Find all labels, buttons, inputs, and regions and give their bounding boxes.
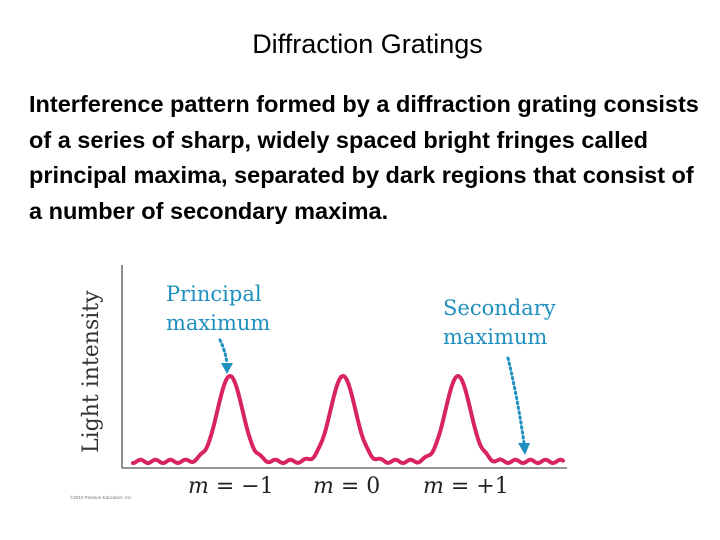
order-label-minus-one-eq: =	[209, 474, 241, 499]
order-label-plus-one-m: m	[423, 474, 444, 499]
secondary-label-line1: Secondary	[443, 296, 556, 320]
secondary-arrow-line	[506, 356, 526, 445]
principal-arrow-head	[221, 363, 233, 374]
order-label-zero-m: m	[313, 474, 334, 499]
diffraction-figure: Light intensity Principal maximum Second…	[60, 255, 580, 510]
y-axis-label: Light intensity	[79, 290, 104, 453]
slide-body-text: Interference pattern formed by a diffrac…	[29, 91, 699, 224]
order-label-zero: m = 0	[313, 474, 380, 499]
order-label-plus-one: m = +1	[423, 474, 509, 499]
intensity-diagram: Light intensity Principal maximum Second…	[70, 265, 567, 500]
order-label-minus-one-val: −1	[241, 474, 273, 499]
order-label-zero-val: 0	[366, 474, 380, 499]
principal-label: Principal maximum	[166, 282, 270, 335]
order-label-zero-eq: =	[334, 474, 366, 499]
principal-label-line1: Principal	[166, 282, 262, 306]
order-label-plus-one-val: +1	[476, 474, 508, 499]
secondary-arrow-head	[518, 443, 530, 455]
secondary-label: Secondary maximum	[443, 296, 562, 349]
principal-arrow-line	[218, 338, 229, 365]
order-label-minus-one-m: m	[188, 474, 209, 499]
order-label-minus-one: m = −1	[188, 474, 274, 499]
slide-title: Diffraction Gratings	[252, 29, 483, 59]
principal-label-line2: maximum	[166, 311, 270, 335]
intensity-curve	[131, 374, 565, 465]
secondary-label-line2: maximum	[443, 325, 547, 349]
copyright-credit: ©2010 Pearson Education, Inc.	[70, 494, 132, 500]
order-label-plus-one-eq: =	[444, 474, 476, 499]
